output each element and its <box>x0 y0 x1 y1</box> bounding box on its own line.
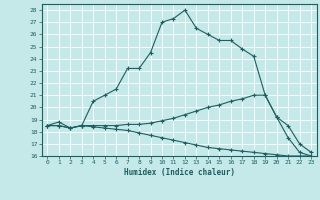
X-axis label: Humidex (Indice chaleur): Humidex (Indice chaleur) <box>124 168 235 177</box>
